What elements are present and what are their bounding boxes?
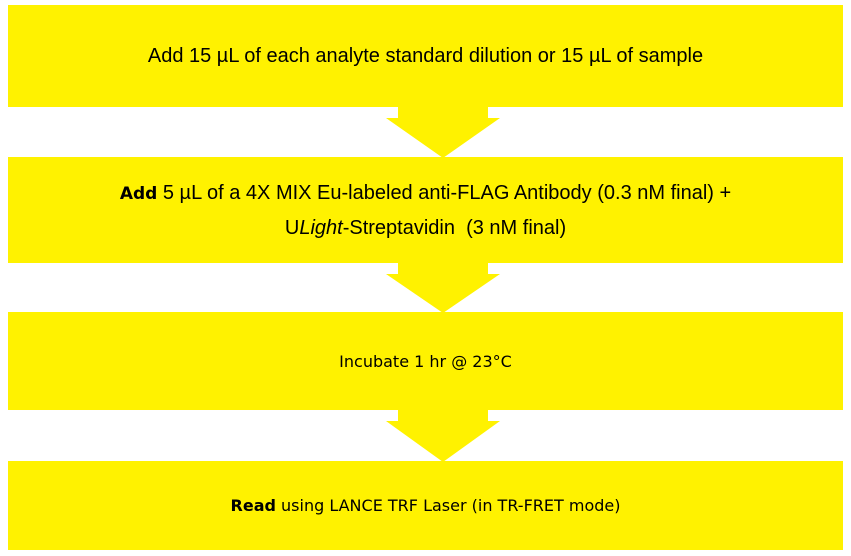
step-text: Add 15 µL of each analyte standard dilut… <box>147 45 704 67</box>
step-box: Read using LANCE TRF Laser (in TR-FRET m… <box>8 461 843 550</box>
step-text-italic: Light <box>299 216 343 239</box>
step-text: Incubate 1 hr @ 23°C <box>339 351 512 371</box>
step-text-bold: Read <box>230 496 276 515</box>
step-line: ULight-Streptavidin (3 nM final) <box>285 211 566 245</box>
step-box: Add 15 µL of each analyte standard dilut… <box>8 5 843 107</box>
step-text: U <box>284 216 300 239</box>
step-box: Add 5 µL of a 4X MIX Eu-labeled anti-FLA… <box>8 157 843 263</box>
step-line: Read using LANCE TRF Laser (in TR-FRET m… <box>231 496 621 515</box>
arrow <box>386 409 500 462</box>
arrow <box>386 262 500 313</box>
step-text: 5 µL of a 4X MIX Eu-labeled anti-FLAG An… <box>157 181 732 204</box>
step-text-bold: Add <box>119 183 158 204</box>
step-text: using LANCE TRF Laser (in TR-FRET mode) <box>275 496 621 515</box>
step-text: -Streptavidin (3 nM final) <box>342 216 567 239</box>
step-line: Add 5 µL of a 4X MIX Eu-labeled anti-FLA… <box>120 176 731 211</box>
arrow <box>386 106 500 158</box>
step-box: Incubate 1 hr @ 23°C <box>8 312 843 410</box>
